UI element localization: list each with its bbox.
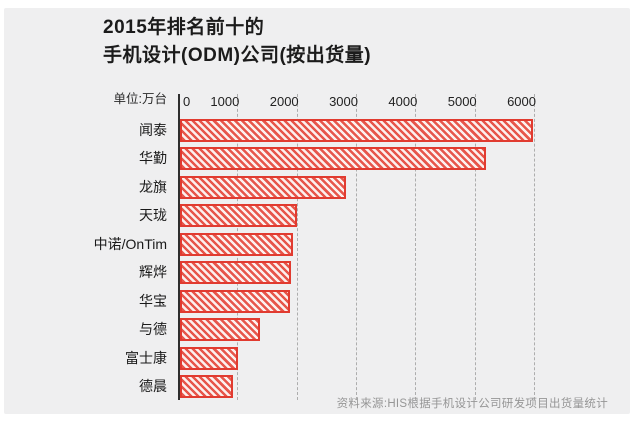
bar [180, 346, 238, 370]
gridline [296, 94, 298, 400]
chart-title-line1: 2015年排名前十的 [103, 17, 265, 38]
bar [180, 119, 533, 142]
chart-card: 2015年排名前十的 手机设计(ODM)公司(按出货量) 单位:万台 0 1000… [4, 8, 630, 414]
bar-label: 中诺/OnTim [93, 235, 167, 252]
bar-label: 闻泰 [139, 122, 167, 138]
bar-chart: 0 1000 2000 3000 4000 5000 6000 闻泰华勤龙旗天珑中诺/OnTi… [4, 8, 630, 414]
unit-label: 单位:万台 [113, 92, 167, 106]
bar [180, 289, 290, 313]
x-tick-label: 3000 [329, 94, 358, 109]
bar-label: 天珑 [139, 207, 167, 224]
bar-label: 龙旗 [139, 178, 167, 195]
bar-label: 德晨 [139, 378, 167, 395]
bar-label: 华宝 [139, 292, 167, 309]
bar [180, 175, 346, 199]
bar [180, 147, 486, 171]
bar-label: 辉烨 [139, 264, 167, 281]
bar-label: 华勤 [139, 150, 167, 167]
x-tick-label: 1000 [210, 94, 240, 109]
bar [180, 204, 297, 228]
gridline [415, 94, 417, 400]
x-tick-label: 6000 [507, 94, 536, 109]
x-tick-label: 5000 [447, 94, 477, 109]
bar [180, 232, 293, 256]
gridline [534, 94, 535, 400]
bar-label: 富士康 [125, 349, 167, 366]
source-note: 资料来源:HIS根据手机设计公司研发项目出货量统计 [336, 398, 608, 410]
x-tick-label: 4000 [388, 94, 418, 109]
x-tick-label: 0 [183, 94, 191, 109]
bar [180, 375, 233, 399]
chart-title: 2015年排名前十的 手机设计(ODM)公司(按出货量) [103, 14, 371, 70]
gridline [474, 94, 476, 400]
y-axis-line [178, 94, 180, 400]
x-tick-label: 2000 [269, 94, 299, 109]
bar-label: 与德 [139, 321, 167, 338]
bar [180, 318, 260, 342]
gridline [356, 94, 357, 400]
bar [180, 261, 291, 285]
chart-title-line2: 手机设计(ODM)公司(按出货量) [103, 45, 372, 66]
